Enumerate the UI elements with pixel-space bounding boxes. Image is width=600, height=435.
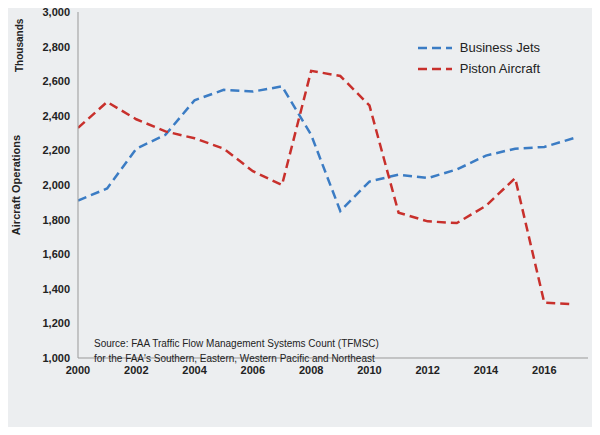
svg-text:2,000: 2,000 [42,179,70,191]
svg-text:2002: 2002 [124,364,148,376]
svg-text:2,800: 2,800 [42,41,70,53]
svg-text:3,000: 3,000 [42,8,70,18]
svg-text:1,200: 1,200 [42,317,70,329]
svg-text:2,400: 2,400 [42,110,70,122]
svg-text:2004: 2004 [182,364,207,376]
svg-text:Aircraft Operations: Aircraft Operations [10,135,22,235]
html-text:Thousands: Thousands [14,18,25,72]
svg-text:2000: 2000 [66,364,90,376]
svg-text:2014: 2014 [474,364,499,376]
html-text:Business Jets: Business Jets [459,40,540,55]
svg-text:2016: 2016 [532,364,556,376]
html-text:Source: FAA Traffic Flow Manag: Source: FAA Traffic Flow Management Syst… [94,338,379,349]
svg-text:1,800: 1,800 [42,214,70,226]
svg-text:2012: 2012 [415,364,439,376]
svg-text:2006: 2006 [241,364,265,376]
svg-text:1,000: 1,000 [42,352,70,364]
svg-text:2,200: 2,200 [42,144,70,156]
html-text:for the FAA's Southern, Easter: for the FAA's Southern, Eastern, Western… [94,353,375,364]
svg-text:1,600: 1,600 [42,248,70,260]
svg-text:2,600: 2,600 [42,75,70,87]
svg-text:2010: 2010 [357,364,381,376]
html-text:Piston Aircraft: Piston Aircraft [459,61,540,76]
svg-text:1,400: 1,400 [42,283,70,295]
svg-text:2008: 2008 [299,364,323,376]
